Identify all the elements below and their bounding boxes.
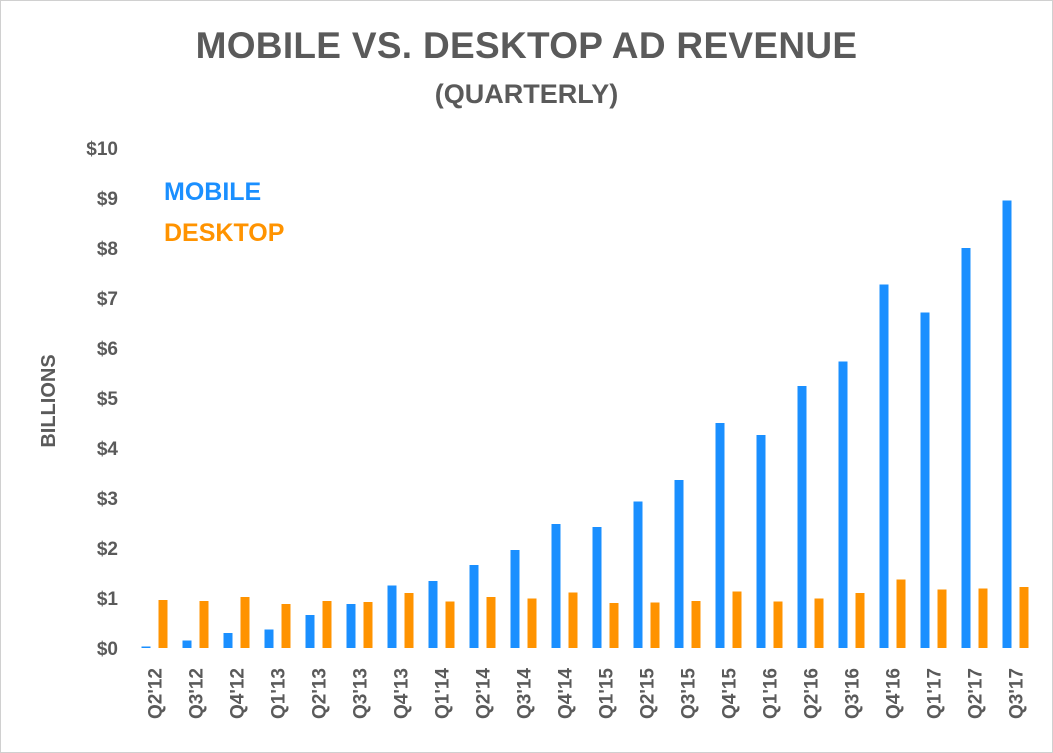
x-tick-label: Q4'12 bbox=[228, 668, 249, 719]
bar-desktop bbox=[1020, 587, 1029, 648]
x-tick-label: Q1'16 bbox=[761, 668, 782, 719]
y-tick-label: $5 bbox=[97, 389, 119, 410]
x-tick-label: Q2'15 bbox=[638, 668, 659, 719]
bar-mobile bbox=[634, 502, 643, 649]
bar-mobile bbox=[839, 362, 848, 649]
bar-mobile bbox=[921, 313, 930, 649]
bar-desktop bbox=[569, 593, 578, 649]
x-tick-label: Q2'12 bbox=[146, 668, 167, 719]
x-tick-label: Q4'16 bbox=[884, 668, 905, 719]
bar-desktop bbox=[405, 593, 414, 648]
x-tick-label: Q1'17 bbox=[925, 668, 946, 719]
bar-desktop bbox=[856, 593, 865, 648]
bar-desktop bbox=[528, 599, 537, 649]
bar-desktop bbox=[323, 601, 332, 648]
y-tick-label: $10 bbox=[86, 139, 118, 160]
bar-mobile bbox=[511, 550, 520, 648]
y-tick-label: $3 bbox=[97, 489, 118, 510]
bar-mobile bbox=[265, 630, 274, 649]
bars bbox=[142, 201, 1029, 649]
y-axis-ticks: $0 $1 $2 $3 $4 $5 $6 $7 $8 $9 $10 bbox=[86, 139, 118, 660]
x-tick-label: Q3'12 bbox=[187, 668, 208, 719]
legend-desktop: DESKTOP bbox=[164, 219, 284, 247]
x-tick-label: Q4'14 bbox=[556, 668, 577, 719]
bar-mobile bbox=[1003, 201, 1012, 649]
y-tick-label: $8 bbox=[97, 239, 118, 260]
bar-mobile bbox=[675, 480, 684, 648]
bar-desktop bbox=[651, 603, 660, 649]
bar-mobile bbox=[347, 604, 356, 648]
x-tick-label: Q2'13 bbox=[310, 668, 331, 719]
bar-mobile bbox=[593, 527, 602, 648]
bar-desktop bbox=[692, 601, 701, 648]
bar-desktop bbox=[446, 602, 455, 649]
x-tick-label: Q3'15 bbox=[679, 668, 700, 719]
bar-desktop bbox=[364, 602, 373, 648]
x-tick-label: Q2'16 bbox=[802, 668, 823, 719]
x-tick-label: Q3'16 bbox=[843, 668, 864, 719]
x-tick-label: Q1'14 bbox=[433, 668, 454, 719]
bar-desktop bbox=[159, 600, 168, 648]
y-tick-label: $4 bbox=[97, 439, 119, 460]
bar-desktop bbox=[487, 597, 496, 648]
bar-desktop bbox=[979, 589, 988, 649]
x-tick-label: Q2'17 bbox=[966, 668, 987, 719]
bar-mobile bbox=[757, 435, 766, 648]
x-axis-ticks: Q2'12 Q3'12 Q4'12 Q1'13 Q2'13 Q3'13 Q4'13 Q1'14… bbox=[146, 668, 1028, 719]
bar-mobile bbox=[306, 615, 315, 648]
bar-mobile bbox=[798, 386, 807, 648]
bar-desktop bbox=[897, 580, 906, 649]
y-tick-label: $1 bbox=[97, 589, 119, 610]
x-tick-label: Q4'13 bbox=[392, 668, 413, 719]
bar-mobile bbox=[470, 565, 479, 648]
bar-desktop bbox=[610, 603, 619, 648]
y-tick-label: $9 bbox=[97, 189, 118, 210]
bar-desktop bbox=[774, 602, 783, 649]
x-tick-label: Q2'14 bbox=[474, 668, 495, 719]
bar-mobile bbox=[183, 641, 192, 649]
x-tick-label: Q3'17 bbox=[1007, 668, 1028, 719]
bar-desktop bbox=[200, 601, 209, 648]
x-tick-label: Q1'15 bbox=[597, 668, 618, 719]
bar-mobile bbox=[224, 633, 233, 648]
bar-mobile bbox=[142, 647, 151, 649]
x-tick-label: Q3'13 bbox=[351, 668, 372, 719]
bar-desktop bbox=[282, 604, 291, 648]
y-tick-label: $6 bbox=[97, 339, 118, 360]
y-axis-label: BILLIONS bbox=[38, 354, 60, 447]
bar-desktop bbox=[815, 599, 824, 649]
bar-mobile bbox=[880, 285, 889, 649]
bar-desktop bbox=[938, 590, 947, 649]
legend-mobile: MOBILE bbox=[164, 178, 261, 206]
bar-mobile bbox=[552, 524, 561, 648]
bar-mobile bbox=[962, 248, 971, 648]
bar-mobile bbox=[388, 586, 397, 649]
y-tick-label: $0 bbox=[97, 639, 118, 660]
x-tick-label: Q4'15 bbox=[720, 668, 741, 719]
y-tick-label: $7 bbox=[97, 289, 118, 310]
bar-mobile bbox=[716, 423, 725, 648]
y-tick-label: $2 bbox=[97, 539, 118, 560]
x-tick-label: Q1'13 bbox=[269, 668, 290, 719]
bar-desktop bbox=[241, 597, 250, 648]
x-tick-label: Q3'14 bbox=[515, 668, 536, 719]
bar-mobile bbox=[429, 581, 438, 648]
bar-desktop bbox=[733, 592, 742, 649]
